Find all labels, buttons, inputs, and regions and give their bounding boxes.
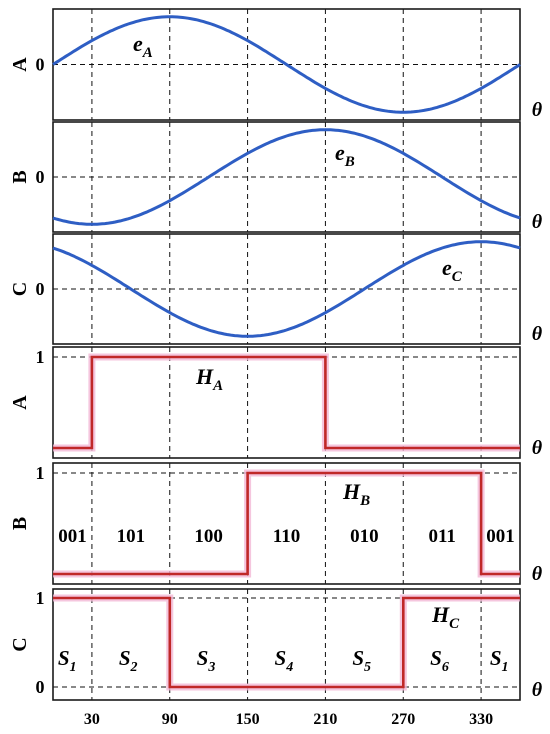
x-axis-label: θ (532, 323, 543, 345)
y-tick-label: 1 (36, 463, 45, 483)
x-tick-label: 150 (236, 711, 260, 728)
series-label: eB (335, 140, 355, 170)
panel-label: C (9, 637, 31, 651)
sector-label: S2 (119, 646, 138, 675)
emf-curve (52, 240, 521, 338)
x-axis-label: θ (532, 437, 543, 459)
y-tick-label: 1 (36, 347, 45, 367)
signal-glow (53, 469, 520, 578)
y-tick-label: 0 (36, 167, 45, 187)
signal-glow (53, 353, 520, 452)
panel-label: B (9, 170, 31, 183)
x-tick-label: 30 (84, 711, 100, 728)
hall-code-label: 001 (58, 526, 87, 547)
panel-frame (52, 588, 521, 701)
sector-label: S3 (197, 646, 216, 675)
hall-code-label: 011 (428, 526, 455, 547)
panel-label: A (9, 395, 31, 410)
series-label: HC (431, 602, 460, 632)
x-tick-label: 270 (391, 711, 415, 728)
x-tick-label: 210 (313, 711, 337, 728)
hall-code-label: 010 (350, 526, 379, 547)
x-tick-label: 90 (162, 711, 178, 728)
series-label: eA (133, 31, 153, 61)
emf-curve (52, 15, 521, 114)
series-label: eC (442, 255, 463, 285)
x-axis-label: θ (532, 679, 543, 701)
panel-label: C (9, 282, 31, 296)
y-tick-label: 1 (36, 588, 45, 608)
panel-3: C 0 θ (9, 233, 543, 345)
panel-6: C 1 0 θ 30 90 150 210 270 330 (9, 588, 543, 728)
x-tick-label: 330 (469, 711, 493, 728)
hall-code-label: 101 (117, 526, 146, 547)
sector-label: S1 (58, 646, 77, 675)
panel-5: B 1 θ 001 101 100 110 010 011 001 (9, 462, 543, 585)
hall-code-label: 110 (273, 526, 300, 547)
panel-label: B (9, 517, 31, 530)
y-tick-label: 0 (36, 55, 45, 75)
hall-code-label: 001 (486, 526, 515, 547)
y-tick-label: 0 (36, 677, 45, 697)
sector-label: S5 (352, 646, 371, 675)
series-label: HA (195, 364, 223, 394)
sector-label: S1 (490, 646, 509, 675)
x-axis-label: θ (532, 99, 543, 121)
panel-label: A (9, 57, 31, 72)
panel-4: A 1 θ (9, 346, 543, 459)
x-axis-label: θ (532, 563, 543, 585)
panel-1: A 0 θ (9, 8, 543, 121)
panel-frame (52, 121, 521, 233)
y-tick-label: 0 (36, 279, 45, 299)
hall-signal-line (53, 471, 520, 576)
panel-frame (52, 233, 521, 345)
hall-signal-line (53, 355, 520, 450)
sector-label: S4 (275, 646, 294, 675)
sector-label: S6 (430, 646, 449, 675)
panel-2: B 0 θ (9, 121, 543, 233)
panel-frame (52, 462, 521, 585)
hall-code-label: 100 (194, 526, 223, 547)
x-axis-label: θ (532, 211, 543, 233)
series-label: HB (342, 479, 370, 509)
emf-curve (52, 128, 521, 226)
hall-signal-line (53, 596, 520, 689)
panel-frame (52, 346, 521, 459)
